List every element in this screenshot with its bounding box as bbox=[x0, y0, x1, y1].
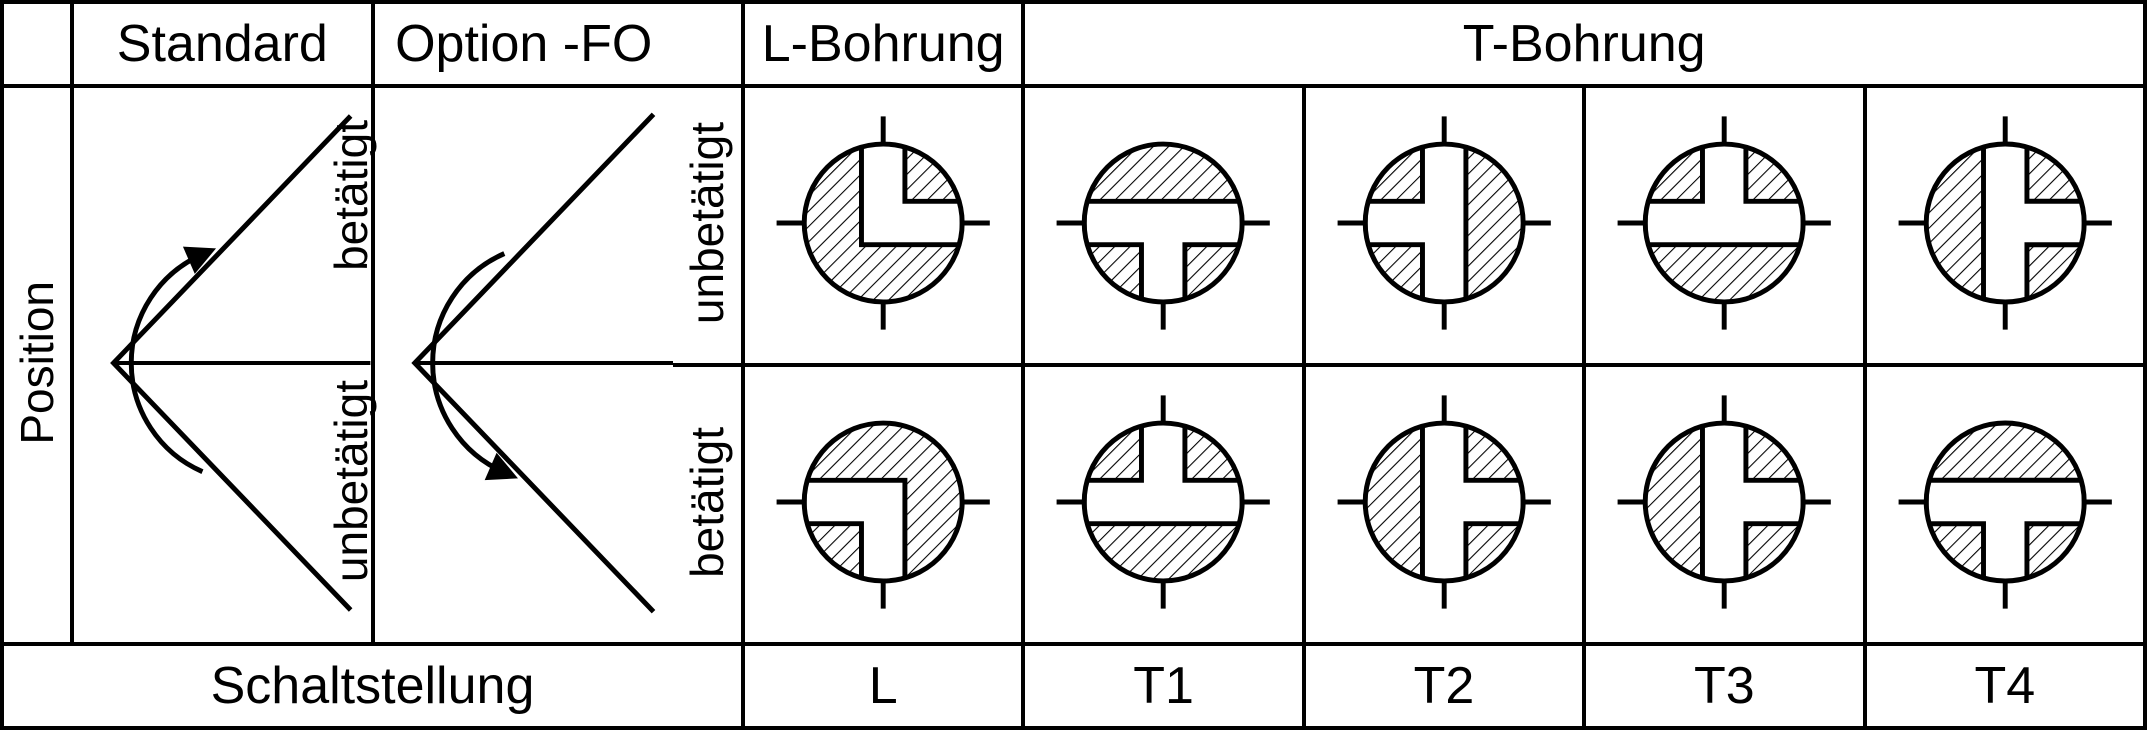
valve-position-table: { "headers": { "standard": "Standard", "… bbox=[0, 0, 2147, 700]
footer-t4: T4 bbox=[1865, 644, 2145, 728]
actuator-option-fo bbox=[373, 86, 673, 644]
header-l-bohrung: L-Bohrung bbox=[743, 2, 1023, 86]
valve-T3-row1 bbox=[1584, 86, 1864, 365]
valve-L-row1 bbox=[743, 86, 1023, 365]
valve-T3-row2 bbox=[1584, 365, 1864, 644]
state-label-row2: betätigt bbox=[673, 365, 743, 644]
footer-t2: T2 bbox=[1304, 644, 1584, 728]
valve-T4-row2 bbox=[1865, 365, 2145, 644]
state-label-row2-text: betätigt bbox=[680, 427, 734, 578]
position-label: Position bbox=[10, 281, 64, 445]
valve-T2-row1 bbox=[1304, 86, 1584, 365]
valve-T2-row2 bbox=[1304, 365, 1584, 644]
valve-T1-row1 bbox=[1023, 86, 1303, 365]
footer-t1: T1 bbox=[1023, 644, 1303, 728]
position-label-cell: Position bbox=[2, 86, 72, 644]
footer-l: L bbox=[743, 644, 1023, 728]
header-t-bohrung: T-Bohrung bbox=[1023, 2, 2145, 86]
state-label-row1: unbetätigt bbox=[673, 86, 743, 365]
valve-T1-row2 bbox=[1023, 365, 1303, 644]
footer-schaltstellung: Schaltstellung bbox=[2, 644, 743, 728]
valve-T4-row1 bbox=[1865, 86, 2145, 365]
standard-row2-label: unbetätigt bbox=[324, 380, 378, 582]
header-option-fo: Option -FO bbox=[373, 2, 673, 86]
header-blank bbox=[2, 2, 72, 86]
header-standard: Standard bbox=[72, 2, 372, 86]
standard-row1-label: betätigt bbox=[324, 120, 378, 271]
state-label-row1-text: unbetätigt bbox=[680, 122, 734, 324]
footer-t3: T3 bbox=[1584, 644, 1864, 728]
actuator-option-fo-svg bbox=[375, 86, 673, 640]
valve-L-row2 bbox=[743, 365, 1023, 644]
